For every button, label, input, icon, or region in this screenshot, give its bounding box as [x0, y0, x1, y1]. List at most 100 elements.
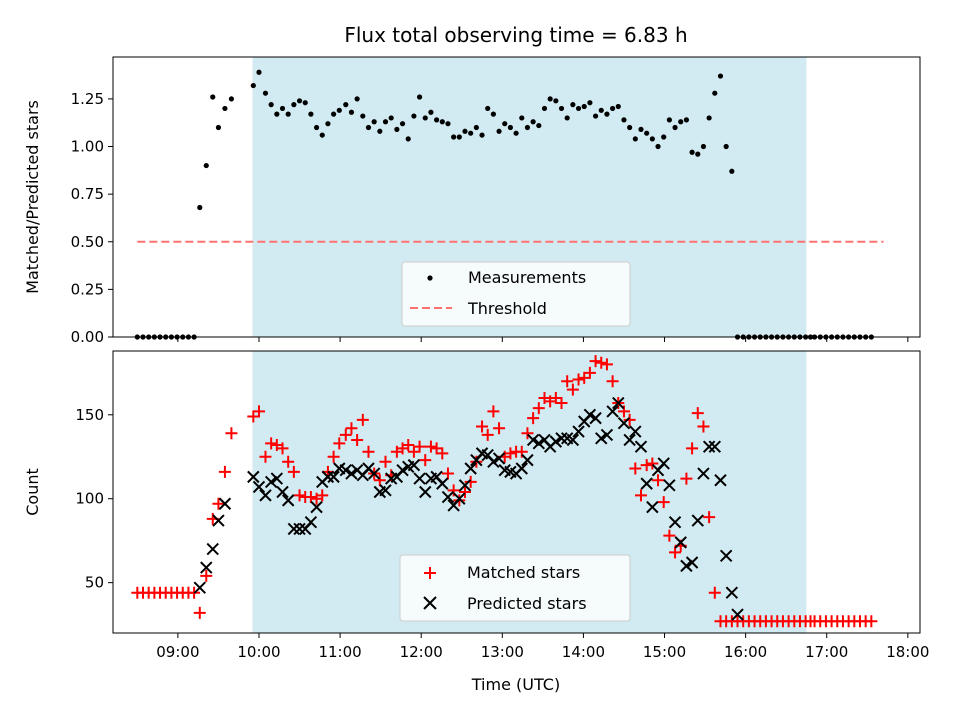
measurement-point — [365, 124, 372, 131]
predicted-star-point — [663, 479, 676, 492]
matched-star-point — [532, 402, 545, 415]
measurement-point — [678, 119, 684, 125]
matched-star-point — [686, 442, 699, 455]
matched-star-point — [595, 356, 608, 369]
matched-star-point — [407, 445, 420, 458]
matched-star-point — [373, 474, 386, 487]
measurement-point — [485, 105, 491, 112]
matched-star-point — [424, 440, 437, 453]
y-tick-label: 1.25 — [71, 90, 104, 108]
predicted-star-point — [281, 494, 295, 507]
matched-star-point — [193, 606, 206, 619]
matched-star-point — [865, 615, 878, 628]
measurement-point — [360, 113, 366, 119]
measurement-point — [274, 111, 280, 117]
predicted-star-point — [515, 462, 528, 475]
measurement-point — [296, 98, 303, 104]
measurement-point — [197, 204, 203, 211]
predicted-star-point — [680, 559, 693, 573]
predicted-star-point — [492, 452, 506, 465]
measurement-point — [717, 73, 724, 79]
measurement-point — [354, 96, 360, 102]
measurement-point — [325, 121, 331, 127]
measurement-point — [581, 103, 587, 110]
predicted-star-point — [668, 516, 682, 529]
matched-star-point — [379, 455, 392, 468]
measurement-point — [313, 124, 320, 131]
predicted-star-point — [691, 514, 704, 527]
x-tick-label: 18:00 — [886, 643, 929, 661]
measurement-point — [319, 132, 325, 138]
predicted-star-point — [441, 490, 455, 504]
measurement-point — [256, 69, 262, 75]
matched-star-point — [629, 462, 642, 475]
measurement-point — [416, 94, 423, 100]
matched-star-point — [493, 422, 506, 435]
predicted-star-point — [595, 432, 608, 445]
matched-star-point — [200, 569, 213, 582]
matched-star-point — [578, 371, 591, 384]
matched-star-point — [212, 497, 225, 510]
count-legend: Matched stars Predicted stars — [399, 554, 631, 622]
x-tick-label: 14:00 — [562, 643, 605, 661]
predicted-star-point — [287, 522, 301, 536]
y-tick-label: 0.50 — [71, 233, 104, 251]
predicted-star-point — [345, 467, 358, 480]
x-tick-label: 09:00 — [156, 643, 199, 661]
measurement-point — [598, 107, 604, 113]
predicted-stars-series — [193, 396, 744, 621]
measurements-series — [134, 69, 874, 340]
y-tick-label: 0.75 — [71, 185, 104, 203]
predicted-star-point — [566, 433, 580, 447]
matched-star-point — [663, 529, 676, 542]
measurement-point — [210, 94, 216, 100]
measurement-point — [610, 105, 616, 112]
measurement-point — [228, 96, 235, 102]
predicted-star-point — [310, 500, 323, 514]
measurement-point — [331, 111, 337, 117]
predicted-star-point — [367, 467, 381, 480]
predicted-star-point — [612, 396, 625, 410]
y-tick-label: 100 — [75, 490, 104, 508]
measurement-point — [507, 124, 514, 131]
measurement-point — [377, 128, 383, 134]
matched-star-point — [640, 459, 653, 472]
measurement-point — [519, 115, 525, 121]
predicted-star-point — [264, 475, 278, 489]
ratio-legend: Measurements Threshold — [401, 261, 631, 327]
x-axis-label: Time (UTC) — [471, 675, 560, 694]
measurement-point — [215, 124, 222, 131]
ratio-y-ticks: 0.00 0.25 0.50 0.75 1.00 1.25 — [71, 90, 113, 346]
matched-star-point — [333, 437, 346, 450]
measurement-point — [462, 128, 468, 134]
matched-star-point — [265, 437, 278, 450]
matched-star-point — [287, 465, 300, 478]
measurement-point — [695, 151, 701, 157]
predicted-star-point — [458, 479, 472, 492]
predicted-star-point — [379, 484, 392, 497]
predicted-star-point — [327, 470, 340, 484]
predicted-star-point — [532, 437, 546, 450]
matched-star-point — [646, 457, 659, 470]
measurement-point — [700, 143, 707, 150]
x-tick-label: 10:00 — [237, 643, 280, 661]
measurement-point — [575, 105, 582, 112]
matched-star-point — [697, 420, 710, 433]
measurement-point — [411, 113, 417, 119]
predicted-star-point — [731, 608, 744, 621]
predicted-star-point — [206, 542, 219, 556]
measurement-point — [649, 136, 655, 142]
measurement-point — [672, 124, 678, 131]
x-tick-label: 15:00 — [643, 643, 686, 661]
predicted-star-point — [697, 467, 710, 480]
predicted-star-point — [623, 433, 636, 447]
matched-star-point — [555, 397, 568, 410]
matched-star-point — [413, 440, 426, 453]
measurement-point — [683, 117, 690, 123]
measurement-point — [473, 124, 479, 131]
predicted-star-point — [270, 472, 284, 485]
measurement-point — [291, 102, 297, 108]
measurement-point — [451, 134, 457, 140]
matched-star-point — [441, 467, 454, 480]
